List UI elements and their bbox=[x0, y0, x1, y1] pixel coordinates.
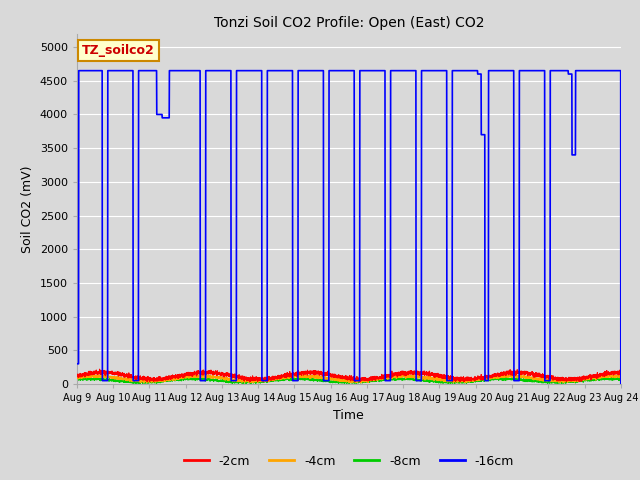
X-axis label: Time: Time bbox=[333, 408, 364, 421]
Title: Tonzi Soil CO2 Profile: Open (East) CO2: Tonzi Soil CO2 Profile: Open (East) CO2 bbox=[214, 16, 484, 30]
Y-axis label: Soil CO2 (mV): Soil CO2 (mV) bbox=[21, 165, 34, 252]
Legend: -2cm, -4cm, -8cm, -16cm: -2cm, -4cm, -8cm, -16cm bbox=[179, 450, 519, 473]
Text: TZ_soilco2: TZ_soilco2 bbox=[82, 44, 155, 57]
